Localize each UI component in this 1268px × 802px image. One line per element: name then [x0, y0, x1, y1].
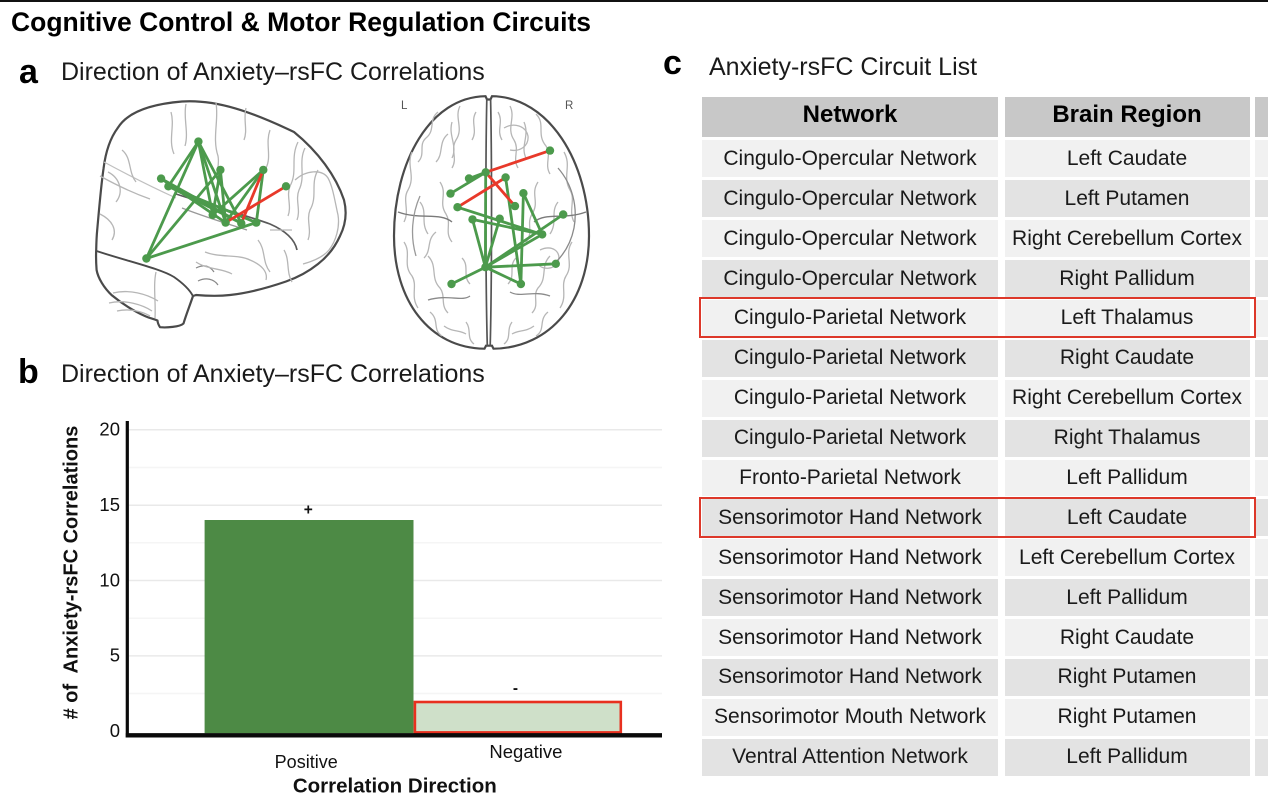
- svg-text:5: 5: [110, 645, 120, 666]
- svg-text:Positive: Positive: [275, 752, 338, 772]
- svg-text:10: 10: [99, 569, 120, 590]
- svg-text:-: -: [513, 680, 518, 697]
- svg-text:R: R: [565, 100, 573, 112]
- svg-text:0: 0: [110, 720, 120, 741]
- svg-text:Correlation Direction: Correlation Direction: [293, 774, 497, 797]
- svg-text:+: +: [304, 502, 313, 519]
- svg-text:# of Anxiety-rsFC Correlation: # of Anxiety-rsFC Correlations: [61, 426, 83, 720]
- svg-text:20: 20: [99, 419, 120, 440]
- svg-text:Negative: Negative: [489, 741, 562, 762]
- svg-text:15: 15: [99, 494, 120, 515]
- svg-text:L: L: [401, 100, 408, 112]
